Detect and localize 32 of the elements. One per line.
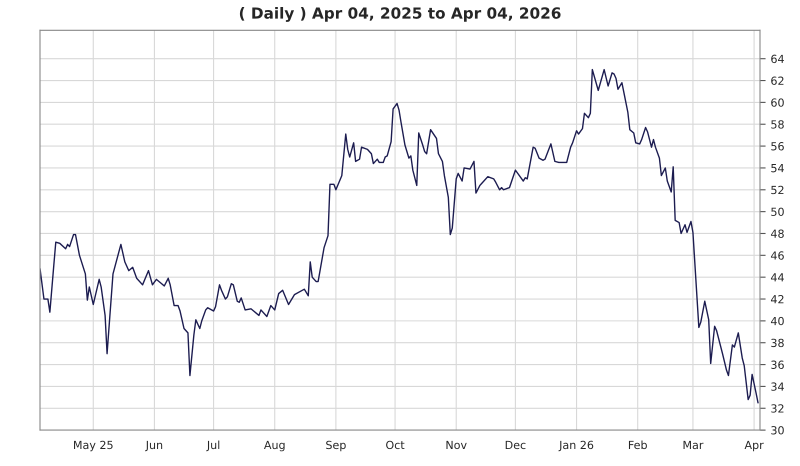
x-tick-label: Feb <box>628 440 647 450</box>
y-tick-label: 42 <box>770 295 784 304</box>
x-tick-label: Nov <box>446 440 467 450</box>
x-tick-label: May 25 <box>74 440 113 452</box>
x-tick-label: Mar <box>684 440 704 450</box>
y-tick-label: 52 <box>771 186 784 194</box>
y-tick-label: 50 <box>771 208 784 216</box>
line-series <box>40 68 759 404</box>
y-tick-label: 38 <box>771 338 784 348</box>
chart-title: ( Daily ) Apr 04, 2025 to Apr 04, 2026 <box>240 6 561 22</box>
y-tick-label: 56 <box>771 142 784 150</box>
y-tick-label: 64 <box>771 54 784 64</box>
y-tick-label: 62 <box>771 76 784 85</box>
x-tick-label: Aug <box>264 440 285 452</box>
y-tick-label: 48 <box>770 229 784 238</box>
y-tick-label: 34 <box>771 382 784 391</box>
y-tick-label: 58 <box>771 120 784 129</box>
x-tick-label: Apr <box>744 440 764 452</box>
x-tick-label: Jul <box>206 440 220 452</box>
x-tick-label: Jun <box>145 440 162 452</box>
y-tick-label: 32 <box>771 404 784 413</box>
y-tick-label: 30 <box>771 426 784 434</box>
y-tick-label: 36 <box>771 360 784 369</box>
x-tick-label: Sep <box>326 440 346 452</box>
x-tick-label: Jan 26 <box>558 440 594 452</box>
y-tick-label: 60 <box>771 98 784 107</box>
y-tick-label: 54 <box>771 164 784 172</box>
y-tick-label: 44 <box>770 273 784 282</box>
y-tick-label: 40 <box>770 316 784 326</box>
x-tick-label: Dec <box>506 440 526 450</box>
x-tick-label: Oct <box>386 440 404 450</box>
y-tick-label: 46 <box>770 251 784 260</box>
